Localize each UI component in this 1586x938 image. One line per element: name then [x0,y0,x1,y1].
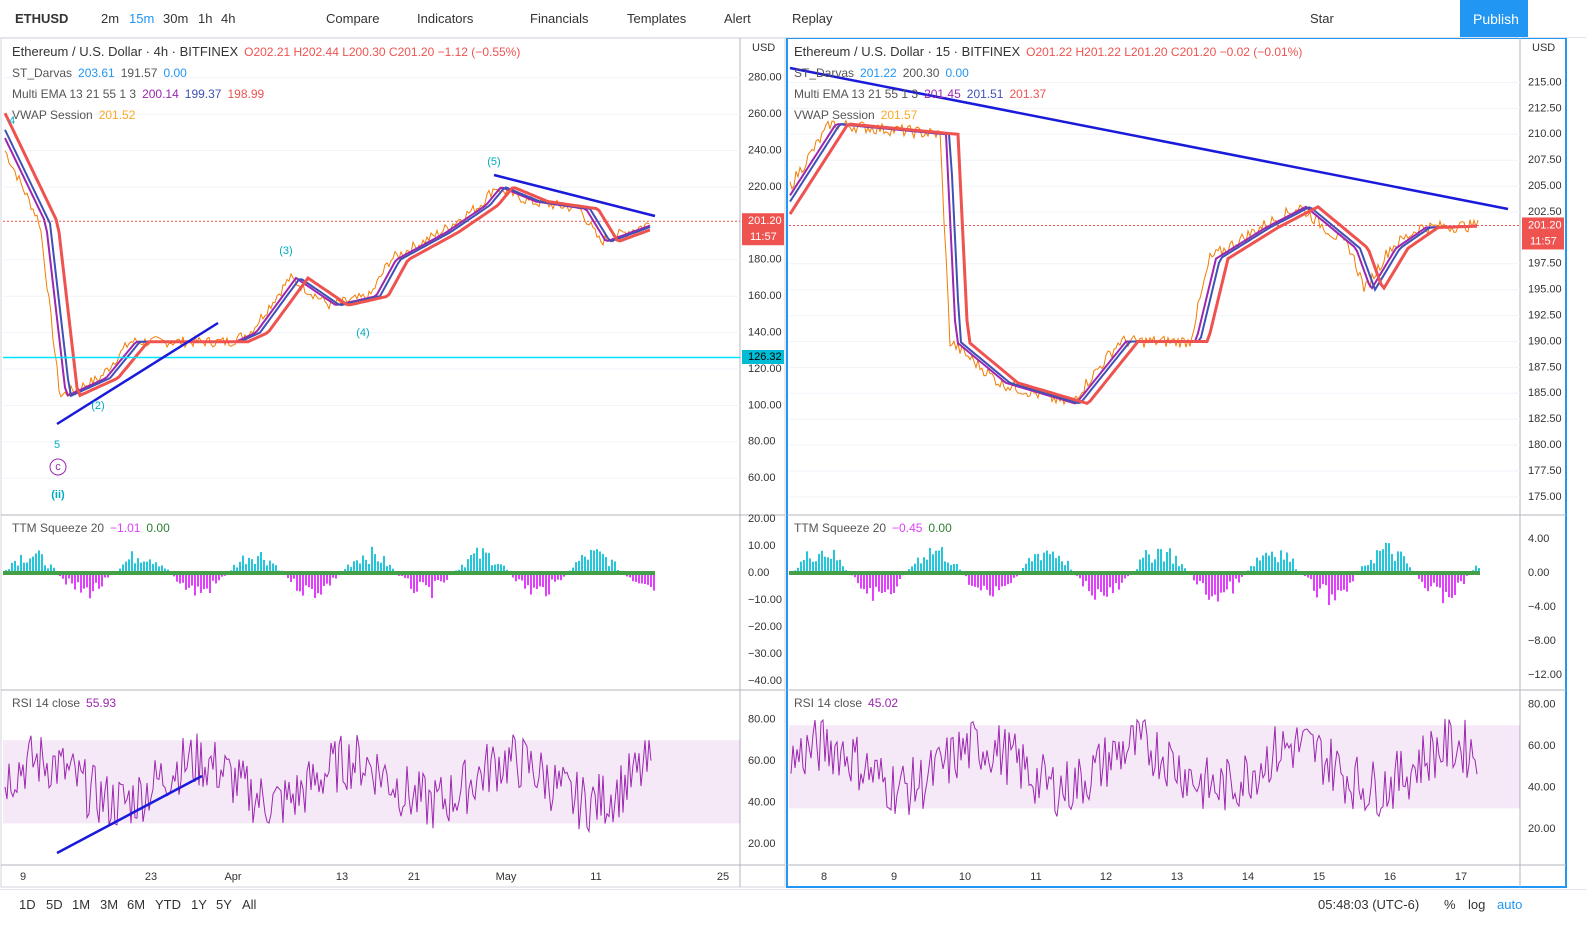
toolbar-button[interactable]: Financials [530,11,589,26]
toolbar-button[interactable]: Alert [724,11,751,26]
range[interactable]: All [242,897,256,912]
legend-text: 201.51 [967,87,1004,101]
interval[interactable]: 30m [163,11,188,26]
legend-text: Multi EMA 13 21 55 1 3 [794,87,918,101]
scale-option[interactable]: auto [1497,897,1522,912]
legend-row: Multi EMA 13 21 55 1 3 201.45 201.51 201.37 [794,84,1308,105]
legend: Ethereum / U.S. Dollar · 15 · BITFINEX O2… [794,41,1308,126]
legend-text: 191.57 [121,66,158,80]
legend-text: 201.37 [1009,87,1046,101]
rsi-legend: RSI 14 close 45.02 [794,693,904,714]
legend-text: 0.00 [146,521,169,535]
range[interactable]: 3M [100,897,118,912]
legend-text: RSI 14 close [794,696,862,710]
interval[interactable]: 15m [129,11,154,26]
legend-text: −1.01 [110,521,140,535]
legend-text: 55.93 [86,696,116,710]
range[interactable]: 1M [72,897,90,912]
toolbar-button[interactable]: Indicators [417,11,473,26]
scale-option[interactable]: log [1468,897,1485,912]
legend-text: −0.45 [892,521,922,535]
legend-text: VWAP Session [12,108,93,122]
legend-text: 0.00 [928,521,951,535]
legend-row: ST_Darvas 201.22 200.30 0.00 [794,63,1308,84]
legend-text: O202.21 H202.44 L200.30 C201.20 −1.12 (−… [244,45,520,59]
legend-text: TTM Squeeze 20 [12,521,104,535]
legend-text: Ethereum / U.S. Dollar · 15 · BITFINEX [794,44,1020,59]
legend-text: 198.99 [227,87,264,101]
legend-text: VWAP Session [794,108,875,122]
legend-text: O201.22 H201.22 L201.20 C201.20 −0.02 (−… [1026,45,1302,59]
legend-text: 201.57 [881,108,918,122]
legend: Ethereum / U.S. Dollar · 4h · BITFINEX O2… [12,41,526,126]
range[interactable]: 6M [127,897,145,912]
squeeze-legend: TTM Squeeze 20 −0.45 0.00 [794,518,958,539]
legend-row: ST_Darvas 203.61 191.57 0.00 [12,63,526,84]
legend-text: 201.45 [924,87,961,101]
legend-text: Ethereum / U.S. Dollar · 4h · BITFINEX [12,44,238,59]
range[interactable]: 5D [46,897,63,912]
toolbar-button[interactable]: Replay [792,11,832,26]
range[interactable]: 5Y [216,897,232,912]
legend-text: ST_Darvas [12,66,72,80]
legend-row: Multi EMA 13 21 55 1 3 200.14 199.37 198.99 [12,84,526,105]
legend-text: Multi EMA 13 21 55 1 3 [12,87,136,101]
range[interactable]: 1D [19,897,36,912]
legend-text: RSI 14 close [12,696,80,710]
range[interactable]: YTD [155,897,181,912]
scale-option[interactable]: % [1444,897,1456,912]
legend-text: 45.02 [868,696,898,710]
legend-row: Ethereum / U.S. Dollar · 15 · BITFINEX O2… [794,41,1308,63]
legend-text: 0.00 [945,66,968,80]
clock: 05:48:03 (UTC-6) [1318,897,1419,912]
legend-text: 0.00 [163,66,186,80]
symbol[interactable]: ETHUSD [15,11,68,26]
range[interactable]: 1Y [191,897,207,912]
legend-text: 199.37 [185,87,222,101]
interval[interactable]: 2m [101,11,119,26]
legend-text: 200.14 [142,87,179,101]
squeeze-legend: TTM Squeeze 20 −1.01 0.00 [12,518,176,539]
toolbar-button[interactable]: Compare [326,11,379,26]
legend-text: TTM Squeeze 20 [794,521,886,535]
publish[interactable]: Publish [1473,11,1519,27]
interval[interactable]: 4h [221,11,235,26]
legend-row: Ethereum / U.S. Dollar · 4h · BITFINEX O2… [12,41,526,63]
legend-text: 203.61 [78,66,115,80]
legend-row: VWAP Session 201.52 [12,105,526,126]
rsi-legend: RSI 14 close 55.93 [12,693,122,714]
legend-text: ST_Darvas [794,66,854,80]
toolbar-button[interactable]: Templates [627,11,686,26]
legend-row: VWAP Session 201.57 [794,105,1308,126]
interval[interactable]: 1h [198,11,212,26]
legend-text: 201.52 [99,108,136,122]
layout-name[interactable]: Star [1310,11,1334,26]
legend-text: 200.30 [903,66,940,80]
legend-text: 201.22 [860,66,897,80]
